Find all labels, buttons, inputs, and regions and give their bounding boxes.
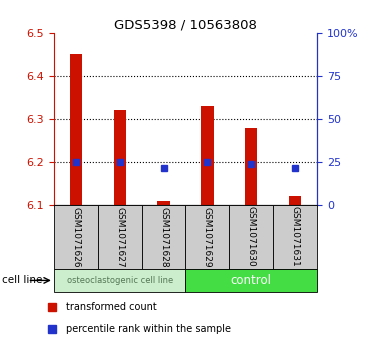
Bar [142, 205, 186, 269]
Bar [186, 269, 317, 292]
Text: percentile rank within the sample: percentile rank within the sample [66, 323, 231, 334]
Bar [54, 205, 98, 269]
Title: GDS5398 / 10563808: GDS5398 / 10563808 [114, 19, 257, 32]
Bar [229, 205, 273, 269]
Bar [114, 110, 126, 205]
Text: GSM1071627: GSM1071627 [115, 207, 124, 267]
Text: GSM1071631: GSM1071631 [291, 207, 300, 267]
Bar [54, 269, 185, 292]
Text: control: control [231, 274, 272, 287]
Bar [289, 196, 301, 205]
Bar [201, 106, 214, 205]
Text: GSM1071630: GSM1071630 [247, 207, 256, 267]
Bar [98, 205, 142, 269]
Text: GSM1071628: GSM1071628 [159, 207, 168, 267]
Text: GSM1071629: GSM1071629 [203, 207, 212, 267]
Text: cell line: cell line [2, 276, 42, 285]
Bar [70, 54, 82, 205]
Bar [273, 205, 317, 269]
Bar [157, 201, 170, 205]
Text: osteoclastogenic cell line: osteoclastogenic cell line [66, 276, 173, 285]
Text: transformed count: transformed count [66, 302, 157, 312]
Text: GSM1071626: GSM1071626 [71, 207, 80, 267]
Bar [186, 205, 229, 269]
Bar [245, 127, 257, 205]
